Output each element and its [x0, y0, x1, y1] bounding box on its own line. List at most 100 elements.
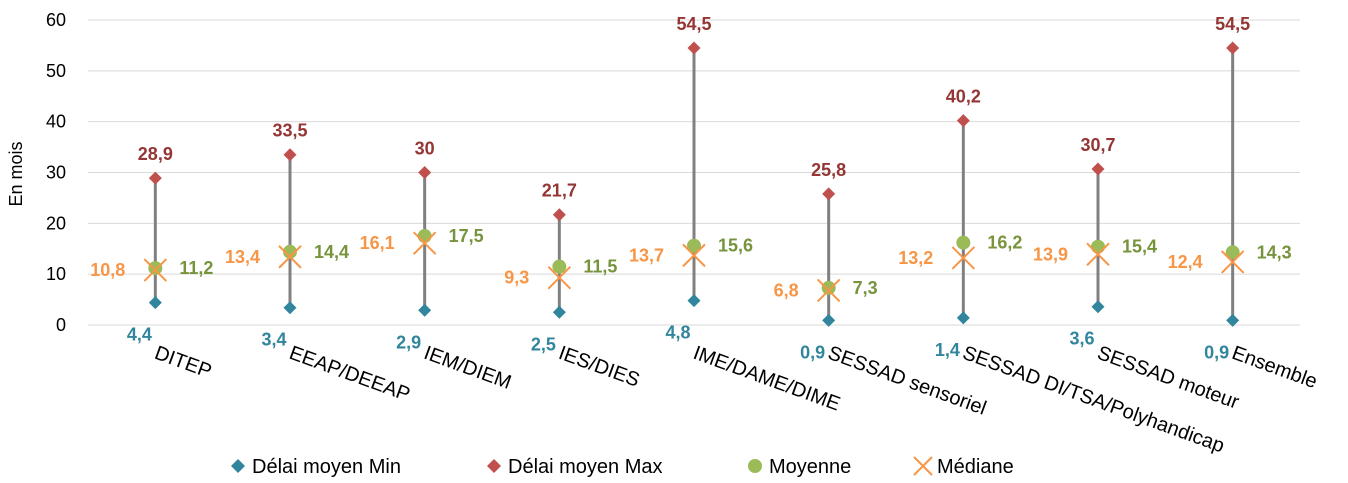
median-value-label: 13,9	[1033, 244, 1068, 264]
category-label: IES/DIES	[556, 342, 643, 392]
y-tick-label: 10	[46, 264, 66, 284]
mean-marker	[417, 229, 432, 244]
median-value-label: 16,1	[360, 233, 395, 253]
median-marker	[682, 243, 706, 268]
min-marker	[1226, 313, 1240, 327]
mean-marker	[1225, 245, 1240, 260]
legend: Délai moyen Min Délai moyen Max Moyenne Méd…	[231, 456, 1014, 478]
min-marker	[822, 313, 836, 327]
y-axis-title: En mois	[6, 141, 26, 206]
max-marker	[283, 148, 297, 162]
y-tick-label: 40	[46, 112, 66, 132]
category-label: DITEP	[152, 342, 215, 383]
max-marker	[1226, 41, 1240, 55]
mean-value-label: 11,5	[583, 257, 617, 277]
median-marker-stroke	[816, 278, 841, 303]
mean-marker	[148, 261, 163, 276]
max-value-label: 40,2	[946, 87, 981, 107]
mean-value-label: 14,3	[1257, 242, 1292, 262]
median-marker	[143, 258, 168, 282]
median-marker-stroke	[1086, 242, 1110, 267]
median-marker	[547, 266, 572, 290]
legend-item: Délai moyen Min	[231, 456, 401, 478]
min-marker	[148, 296, 162, 310]
min-value-label: 0,9	[1204, 342, 1229, 362]
category-labels: DITEP EEAP/DEEAP IEM/DIEM IES/DIES IME/DAME/…	[152, 342, 1320, 457]
min-marker	[956, 311, 970, 325]
legend-item: Médiane	[913, 456, 1014, 478]
legend-marker	[231, 459, 245, 473]
legend-marker	[487, 459, 501, 473]
data-markers	[143, 41, 1245, 327]
median-marker	[278, 245, 302, 269]
max-value-label: 30	[415, 139, 435, 159]
mean-marker	[956, 235, 971, 250]
max-value-label: 54,5	[1215, 14, 1250, 34]
median-marker-stroke	[143, 258, 168, 282]
min-marker	[687, 294, 701, 308]
mean-value-label: 17,5	[449, 226, 484, 246]
mean-value-label: 16,2	[987, 233, 1022, 253]
max-marker	[956, 114, 970, 128]
mean-marker	[687, 238, 701, 253]
min-value-label: 0,9	[800, 342, 825, 362]
y-tick-label: 60	[46, 10, 66, 30]
max-marker	[1091, 162, 1105, 176]
data-labels: 4,4 28,9 11,2 10,8 3,4 33,5 14,4 13,4 2,9 30 17,5 1…	[90, 14, 1291, 362]
mean-marker	[552, 259, 567, 274]
median-value-label: 13,7	[629, 245, 664, 265]
min-value-label: 4,8	[665, 323, 690, 343]
category-label: SESSAD DI/TSA/Polyhandicap	[960, 342, 1228, 457]
max-marker	[552, 208, 566, 222]
range-lines	[153, 47, 1235, 321]
legend-label: Moyenne	[769, 456, 851, 478]
median-marker-stroke	[951, 246, 976, 270]
median-value-label: 6,8	[774, 280, 799, 300]
legend-label: Médiane	[937, 456, 1014, 478]
min-value-label: 3,4	[261, 330, 286, 350]
min-marker	[283, 301, 297, 315]
min-value-label: 3,6	[1069, 329, 1094, 349]
max-value-label: 54,5	[676, 14, 711, 34]
median-value-label: 13,2	[898, 248, 933, 268]
median-marker	[1086, 242, 1110, 267]
median-marker-stroke	[547, 266, 572, 290]
median-marker-stroke	[1220, 250, 1245, 274]
mean-value-label: 15,6	[718, 236, 753, 256]
mean-value-label: 14,4	[314, 242, 349, 262]
legend-label: Délai moyen Min	[252, 456, 401, 478]
min-marker	[418, 303, 432, 317]
min-value-label: 1,4	[935, 340, 960, 360]
max-value-label: 30,7	[1080, 135, 1115, 155]
max-marker	[418, 166, 432, 179]
min-value-label: 2,5	[531, 334, 556, 354]
median-marker	[816, 278, 841, 303]
max-marker	[687, 41, 701, 55]
y-tick-label: 20	[46, 213, 66, 233]
max-value-label: 25,8	[811, 160, 846, 180]
median-marker-stroke	[682, 243, 706, 268]
category-label: EEAP/DEEAP	[286, 342, 413, 406]
median-marker	[951, 246, 976, 270]
mean-marker	[1091, 239, 1105, 254]
max-marker	[148, 171, 162, 185]
y-tick-label: 50	[46, 61, 66, 81]
median-value-label: 13,4	[225, 247, 260, 267]
max-marker	[822, 187, 836, 201]
min-value-label: 2,9	[396, 332, 421, 352]
mean-value-label: 7,3	[853, 278, 878, 298]
y-tick-label: 0	[56, 315, 66, 335]
legend-item: Délai moyen Max	[487, 456, 663, 478]
median-value-label: 10,8	[90, 260, 125, 280]
median-value-label: 9,3	[504, 268, 529, 288]
median-value-label: 12,4	[1168, 252, 1203, 272]
y-axis-ticks: 0 10 20 30 40 50 60	[46, 10, 66, 335]
max-value-label: 21,7	[542, 181, 577, 201]
median-marker-stroke	[412, 231, 437, 255]
mean-marker	[821, 280, 836, 295]
legend-marker	[748, 459, 762, 473]
mean-marker	[283, 244, 297, 259]
category-label: Ensemble	[1229, 342, 1320, 393]
